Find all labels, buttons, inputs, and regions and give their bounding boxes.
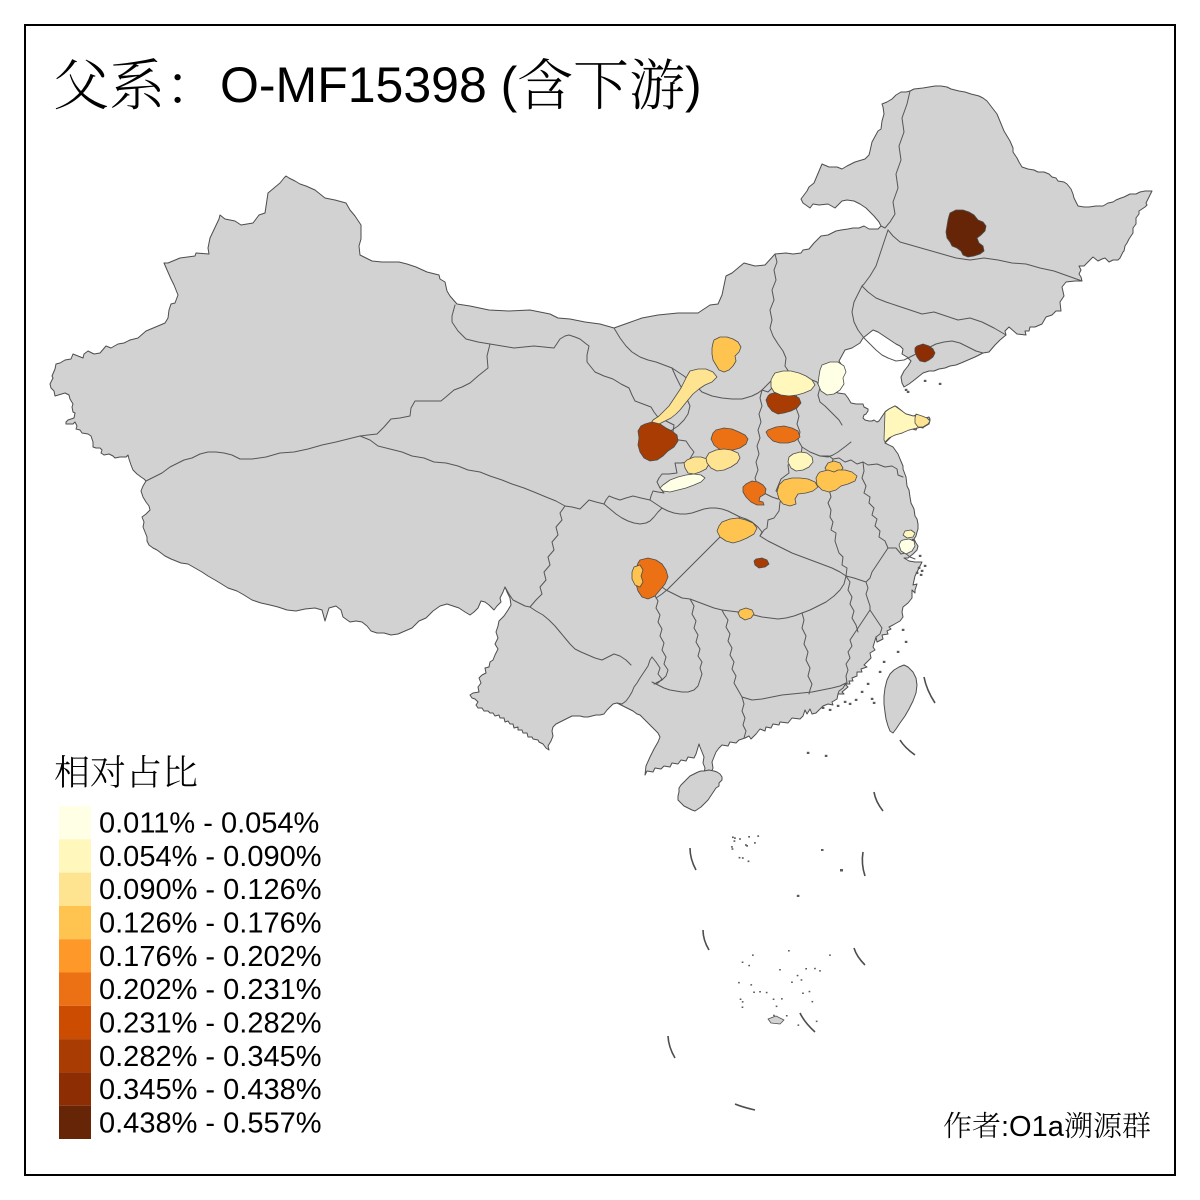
svg-text::O1a: :O1a — [1001, 1111, 1065, 1143]
svg-text:0.202% - 0.231%: 0.202% - 0.231% — [99, 974, 321, 1006]
svg-text:0.231% - 0.282%: 0.231% - 0.282% — [99, 1007, 321, 1039]
svg-text:0.126% - 0.176%: 0.126% - 0.176% — [99, 908, 321, 940]
svg-text:0.345% - 0.438%: 0.345% - 0.438% — [99, 1074, 321, 1106]
svg-text:0.090% - 0.126%: 0.090% - 0.126% — [99, 874, 321, 906]
svg-text:O-MF15398 (: O-MF15398 ( — [220, 57, 518, 113]
svg-text:0.054% - 0.090%: 0.054% - 0.090% — [99, 841, 321, 873]
svg-text:0.438% - 0.557%: 0.438% - 0.557% — [99, 1107, 321, 1139]
svg-text:0.176% - 0.202%: 0.176% - 0.202% — [99, 941, 321, 973]
svg-text:0.282% - 0.345%: 0.282% - 0.345% — [99, 1041, 321, 1073]
svg-text:): ) — [685, 57, 702, 113]
svg-text:0.011% - 0.054%: 0.011% - 0.054% — [99, 808, 319, 840]
